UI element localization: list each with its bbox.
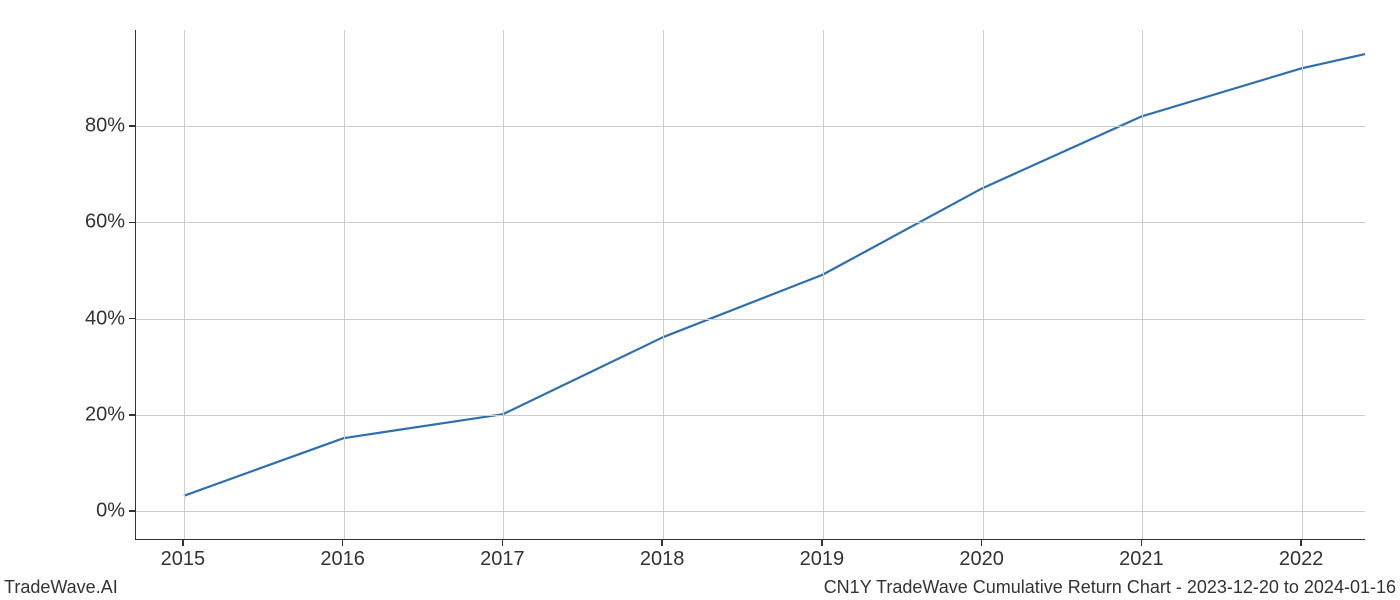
x-tick-mark [182, 540, 184, 546]
x-tick-mark [661, 540, 663, 546]
gridline-horizontal [136, 415, 1365, 416]
gridline-vertical [1142, 30, 1143, 539]
y-tick-label: 20% [65, 403, 125, 426]
x-tick-mark [342, 540, 344, 546]
x-tick-label: 2021 [1119, 548, 1164, 571]
gridline-horizontal [136, 222, 1365, 223]
series-cumulative-return [184, 54, 1365, 496]
y-tick-mark [129, 510, 135, 512]
gridline-vertical [503, 30, 504, 539]
x-tick-label: 2015 [161, 548, 206, 571]
gridline-vertical [184, 30, 185, 539]
line-series [136, 30, 1365, 539]
gridline-horizontal [136, 126, 1365, 127]
x-tick-mark [821, 540, 823, 546]
x-tick-mark [502, 540, 504, 546]
y-tick-mark [129, 414, 135, 416]
footer-caption: CN1Y TradeWave Cumulative Return Chart -… [824, 577, 1396, 598]
y-tick-mark [129, 125, 135, 127]
gridline-vertical [983, 30, 984, 539]
footer-brand: TradeWave.AI [4, 577, 118, 598]
x-tick-mark [1141, 540, 1143, 546]
y-tick-mark [129, 318, 135, 320]
x-tick-label: 2016 [320, 548, 365, 571]
gridline-vertical [344, 30, 345, 539]
x-tick-label: 2020 [959, 548, 1004, 571]
y-tick-mark [129, 222, 135, 224]
x-tick-label: 2017 [480, 548, 525, 571]
y-tick-label: 0% [65, 500, 125, 523]
gridline-horizontal [136, 511, 1365, 512]
x-tick-label: 2022 [1279, 548, 1324, 571]
y-tick-label: 40% [65, 307, 125, 330]
gridline-vertical [823, 30, 824, 539]
gridline-vertical [663, 30, 664, 539]
gridline-horizontal [136, 319, 1365, 320]
x-tick-label: 2018 [640, 548, 685, 571]
chart-plot-area [135, 30, 1365, 540]
x-tick-mark [981, 540, 983, 546]
x-tick-label: 2019 [800, 548, 845, 571]
y-tick-label: 60% [65, 211, 125, 234]
gridline-vertical [1302, 30, 1303, 539]
y-tick-label: 80% [65, 115, 125, 138]
x-tick-mark [1300, 540, 1302, 546]
